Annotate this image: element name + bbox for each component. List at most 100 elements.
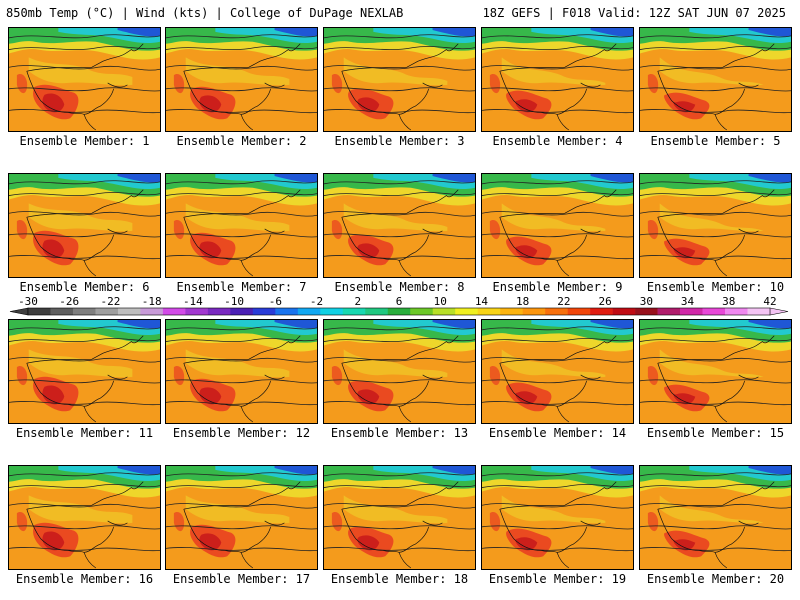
legend-color-swatch [590, 308, 613, 315]
ensemble-member-panel: Ensemble Member: 12 [165, 319, 318, 447]
legend-tick-label: 30 [640, 296, 653, 308]
ensemble-member-map [481, 319, 634, 424]
legend-tick-label: -26 [59, 296, 79, 308]
ensemble-member-map [323, 319, 476, 424]
ensemble-member-label: Ensemble Member: 18 [330, 572, 469, 586]
ensemble-member-map [8, 465, 161, 570]
legend-color-swatch [365, 308, 389, 315]
legend-color-swatch [342, 308, 366, 315]
ensemble-member-map [481, 465, 634, 570]
ensemble-member-label: Ensemble Member: 8 [334, 280, 465, 294]
legend-color-swatch [477, 308, 501, 315]
legend-tick-label: -6 [269, 296, 282, 308]
ensemble-member-label: Ensemble Member: 20 [646, 572, 785, 586]
ensemble-member-map [639, 319, 792, 424]
ensemble-member-label: Ensemble Member: 10 [646, 280, 785, 294]
legend-tick-label: -30 [18, 296, 38, 308]
legend-tick-label: 22 [557, 296, 570, 308]
ensemble-member-panel: Ensemble Member: 9 [481, 173, 634, 301]
ensemble-member-label: Ensemble Member: 3 [334, 134, 465, 148]
legend-color-swatch [747, 308, 771, 315]
legend-color-swatch [72, 308, 96, 315]
ensemble-member-panel: Ensemble Member: 16 [8, 465, 161, 593]
legend-color-swatch [725, 308, 748, 315]
legend-color-swatch [567, 308, 591, 315]
ensemble-member-panel: Ensemble Member: 13 [323, 319, 476, 447]
ensemble-member-map [165, 319, 318, 424]
legend-color-swatch [432, 308, 456, 315]
ensemble-member-panel: Ensemble Member: 6 [8, 173, 161, 301]
ensemble-member-map [8, 27, 161, 132]
legend-tick-label: -22 [101, 296, 121, 308]
ensemble-member-map [323, 465, 476, 570]
legend-tick-label: -2 [310, 296, 323, 308]
legend-color-swatch [320, 308, 344, 315]
ensemble-member-panel: Ensemble Member: 17 [165, 465, 318, 593]
ensemble-member-panel: Ensemble Member: 8 [323, 173, 476, 301]
ensemble-member-map [639, 465, 792, 570]
ensemble-member-panel: Ensemble Member: 18 [323, 465, 476, 593]
page-title: 850mb Temp (°C) | Wind (kts) | College o… [6, 6, 404, 20]
ensemble-member-panel: Ensemble Member: 19 [481, 465, 634, 593]
legend-color-swatch [28, 308, 51, 315]
legend-tick-label: 2 [354, 296, 361, 308]
ensemble-member-map [481, 27, 634, 132]
legend-color-swatch [252, 308, 276, 315]
ensemble-member-panel: Ensemble Member: 2 [165, 27, 318, 155]
ensemble-member-label: Ensemble Member: 13 [330, 426, 469, 440]
ensemble-member-label: Ensemble Member: 5 [650, 134, 781, 148]
legend-color-swatch [207, 308, 231, 315]
ensemble-member-panel: Ensemble Member: 4 [481, 27, 634, 155]
ensemble-member-label: Ensemble Member: 11 [15, 426, 154, 440]
legend-color-swatch [545, 308, 568, 315]
ensemble-member-map [639, 173, 792, 278]
ensemble-member-label: Ensemble Member: 16 [15, 572, 154, 586]
legend-color-swatch [635, 308, 658, 315]
legend-tick-label: 6 [396, 296, 403, 308]
ensemble-member-panel: Ensemble Member: 7 [165, 173, 318, 301]
legend-color-swatch [522, 308, 546, 315]
ensemble-member-panel: Ensemble Member: 10 [639, 173, 792, 301]
legend-max-arrow [769, 307, 789, 316]
legend-tick-label: 18 [516, 296, 529, 308]
legend-tick-label: 26 [598, 296, 611, 308]
legend-color-swatch [612, 308, 636, 315]
legend-color-swatch [162, 308, 186, 315]
ensemble-member-label: Ensemble Member: 14 [488, 426, 627, 440]
ensemble-member-panel: Ensemble Member: 3 [323, 27, 476, 155]
legend-color-swatch [50, 308, 74, 315]
ensemble-member-map [8, 319, 161, 424]
model-run-info: 18Z GEFS | F018 Valid: 12Z SAT JUN 07 20… [482, 6, 786, 20]
ensemble-member-panel: Ensemble Member: 5 [639, 27, 792, 155]
legend-tick-label: 10 [434, 296, 447, 308]
legend-tick-label: 34 [681, 296, 695, 308]
legend-color-swatch [500, 308, 523, 315]
legend-color-swatch [140, 308, 164, 315]
legend-color-swatch [95, 308, 119, 315]
ensemble-member-map [165, 465, 318, 570]
ensemble-member-panel: Ensemble Member: 20 [639, 465, 792, 593]
ensemble-member-label: Ensemble Member: 9 [492, 280, 623, 294]
ensemble-member-label: Ensemble Member: 19 [488, 572, 627, 586]
ensemble-member-panel: Ensemble Member: 11 [8, 319, 161, 447]
ensemble-member-map [8, 173, 161, 278]
temperature-color-legend: -30 -26 -22 -18 -14 -10 -6 -2 2 6 10 14 18 22 26 30 34 38… [9, 296, 789, 316]
ensemble-member-label: Ensemble Member: 15 [646, 426, 785, 440]
ensemble-member-label: Ensemble Member: 7 [176, 280, 307, 294]
legend-color-swatch [455, 308, 478, 315]
legend-tick-label: -14 [183, 296, 203, 308]
legend-frame [27, 307, 771, 316]
ensemble-member-map [639, 27, 792, 132]
ensemble-member-map [323, 27, 476, 132]
ensemble-member-map [165, 27, 318, 132]
ensemble-member-map [323, 173, 476, 278]
ensemble-member-panel: Ensemble Member: 14 [481, 319, 634, 447]
legend-color-swatch [297, 308, 321, 315]
legend-color-swatch [117, 308, 141, 315]
legend-color-swatch [680, 308, 703, 315]
ensemble-member-panel: Ensemble Member: 15 [639, 319, 792, 447]
ensemble-member-label: Ensemble Member: 17 [172, 572, 311, 586]
legend-color-swatch [702, 308, 726, 315]
legend-tick-label: 14 [475, 296, 489, 308]
ensemble-member-label: Ensemble Member: 4 [492, 134, 623, 148]
